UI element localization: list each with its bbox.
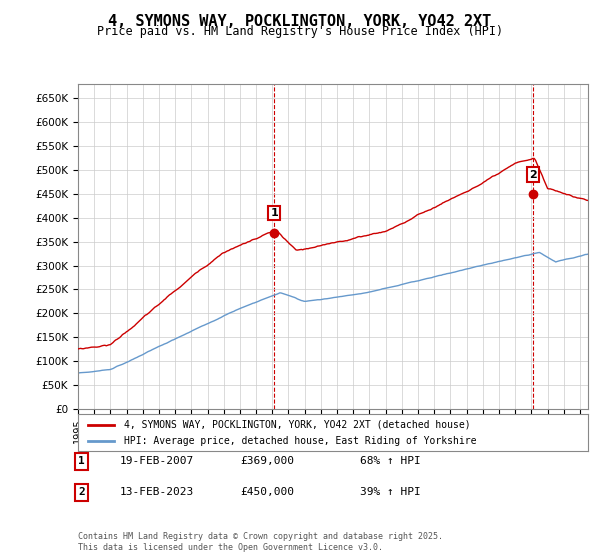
Text: 39% ↑ HPI: 39% ↑ HPI: [360, 487, 421, 497]
Text: £450,000: £450,000: [240, 487, 294, 497]
Text: 19-FEB-2007: 19-FEB-2007: [120, 456, 194, 466]
Text: HPI: Average price, detached house, East Riding of Yorkshire: HPI: Average price, detached house, East…: [124, 436, 476, 446]
Text: 1: 1: [271, 208, 278, 218]
Text: 2: 2: [529, 170, 537, 180]
Text: 1: 1: [78, 456, 85, 466]
Text: Price paid vs. HM Land Registry's House Price Index (HPI): Price paid vs. HM Land Registry's House …: [97, 25, 503, 38]
Text: 13-FEB-2023: 13-FEB-2023: [120, 487, 194, 497]
Text: 2: 2: [78, 487, 85, 497]
Text: 68% ↑ HPI: 68% ↑ HPI: [360, 456, 421, 466]
Text: 4, SYMONS WAY, POCKLINGTON, YORK, YO42 2XT (detached house): 4, SYMONS WAY, POCKLINGTON, YORK, YO42 2…: [124, 419, 470, 430]
Text: Contains HM Land Registry data © Crown copyright and database right 2025.
This d: Contains HM Land Registry data © Crown c…: [78, 532, 443, 552]
Text: £369,000: £369,000: [240, 456, 294, 466]
Text: 4, SYMONS WAY, POCKLINGTON, YORK, YO42 2XT: 4, SYMONS WAY, POCKLINGTON, YORK, YO42 2…: [109, 14, 491, 29]
